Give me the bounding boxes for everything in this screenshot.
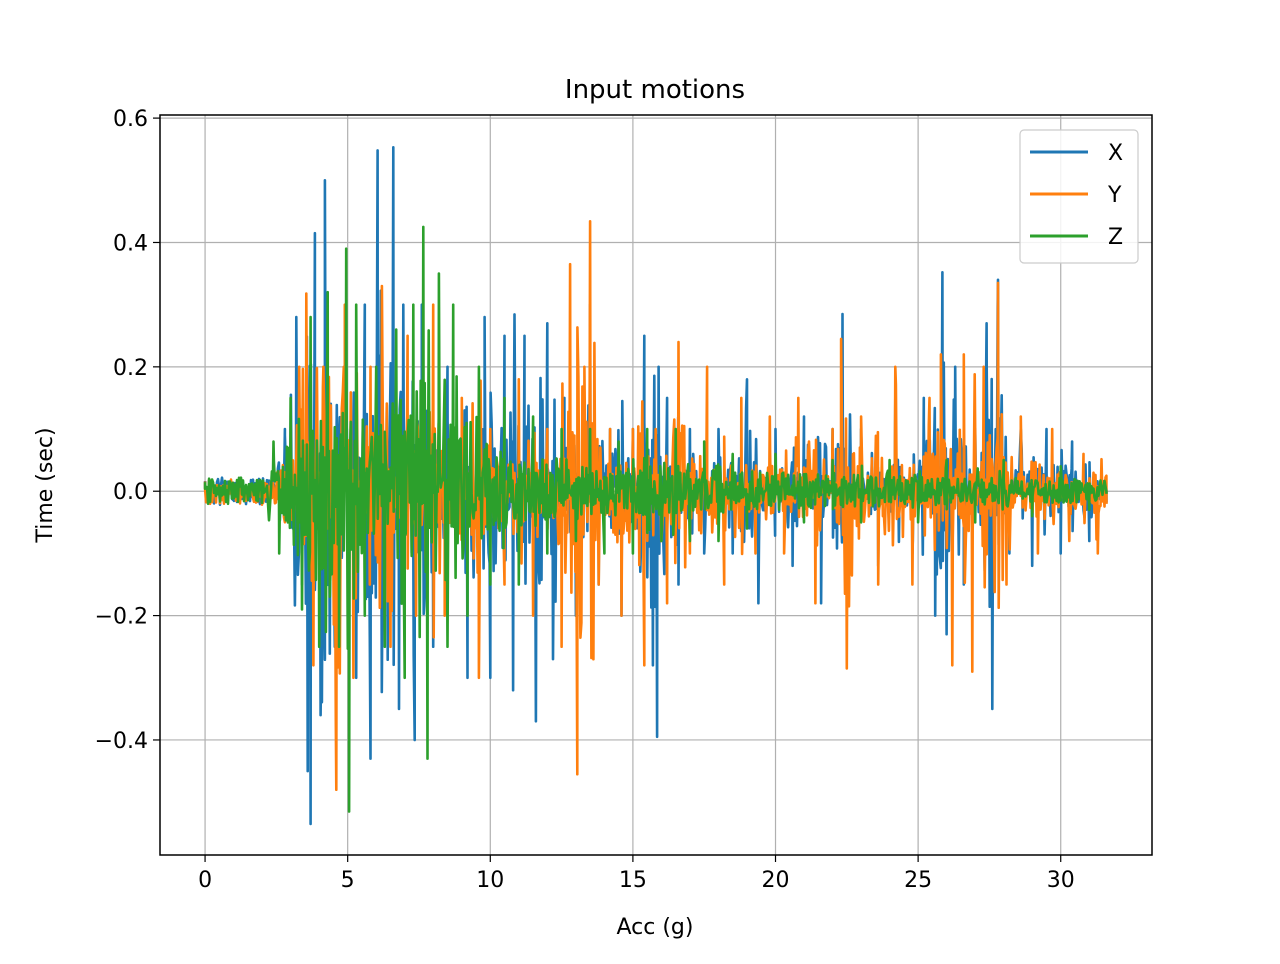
x-tick-label: 15 xyxy=(619,868,647,893)
legend-box xyxy=(1019,129,1139,264)
y-tick-label: 0.6 xyxy=(113,107,148,132)
x-axis-label: Acc (g) xyxy=(617,915,694,940)
y-tick-label: 0.0 xyxy=(113,480,148,505)
x-axis-ticks: 0 5 10 15 20 25 30 xyxy=(198,855,1075,893)
x-tick-label: 25 xyxy=(904,868,932,893)
y-axis-ticks: −0.4 −0.2 0.0 0.2 0.4 0.6 xyxy=(95,107,160,754)
series-line-z xyxy=(203,225,1108,813)
y-tick-label: 0.4 xyxy=(113,231,148,256)
x-tick-label: 10 xyxy=(476,868,504,893)
x-tick-label: 30 xyxy=(1047,868,1075,893)
x-tick-label: 20 xyxy=(762,868,790,893)
y-axis-label: Time (sec) xyxy=(33,427,58,543)
y-tick-label: −0.4 xyxy=(95,729,148,754)
legend-label-y: Y xyxy=(1107,183,1122,208)
y-tick-label: 0.2 xyxy=(113,356,148,381)
axes-frame xyxy=(159,114,1153,856)
x-tick-label: 5 xyxy=(341,868,355,893)
y-tick-label: −0.2 xyxy=(95,605,148,630)
legend: XYZ xyxy=(1019,129,1139,264)
chart-title: Input motions xyxy=(565,75,745,105)
plot-layer xyxy=(203,146,1108,826)
legend-label-z: Z xyxy=(1108,225,1123,250)
legend-label-x: X xyxy=(1108,141,1123,166)
x-tick-label: 0 xyxy=(198,868,212,893)
